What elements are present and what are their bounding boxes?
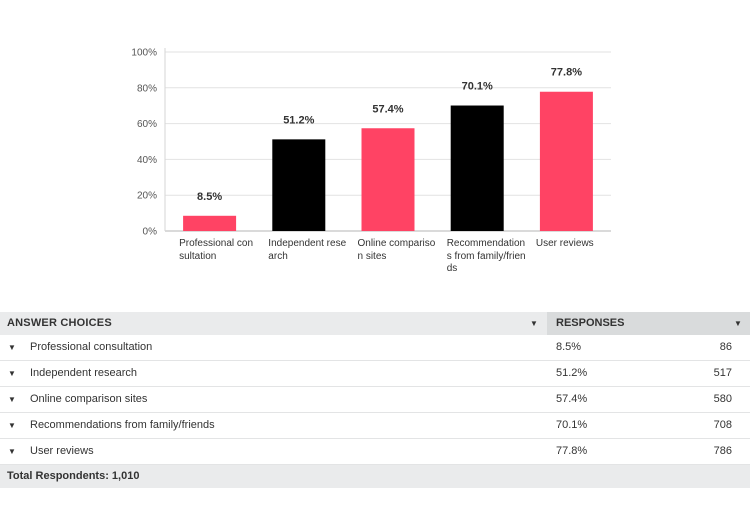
- row-choice: Recommendations from family/friends: [30, 419, 215, 431]
- row-percent: 8.5%: [556, 341, 582, 353]
- responses-header-bg: [547, 312, 750, 335]
- row-percent: 77.8%: [556, 445, 588, 457]
- responses-header[interactable]: RESPONSES: [556, 317, 625, 329]
- row-choice: User reviews: [30, 445, 94, 457]
- data-label: 77.8%: [551, 67, 582, 79]
- bar: [272, 139, 326, 231]
- row-count: 517: [713, 367, 732, 379]
- row-percent: 51.2%: [556, 367, 588, 379]
- chevron-down-icon[interactable]: ▼: [734, 319, 742, 328]
- table-header: ANSWER CHOICES ▼ RESPONSES ▼: [0, 312, 750, 335]
- x-tick-label: Online comparison sites: [357, 238, 436, 262]
- bar-chart: 0% 20% 40% 60% 80% 100% 8.5% 51.2% 57.4% 70.1% 77.…: [131, 48, 611, 238]
- x-tick-label: Independent research: [268, 238, 347, 262]
- row-choice: Professional consultation: [30, 341, 153, 353]
- table-row: ▼ Independent research 51.2% 517: [0, 361, 750, 387]
- y-tick-label: 60%: [137, 119, 157, 130]
- table-row: ▼ Recommendations from family/friends 70…: [0, 413, 750, 439]
- table-row: ▼ Online comparison sites 57.4% 580: [0, 387, 750, 413]
- chevron-down-icon[interactable]: ▼: [8, 369, 16, 378]
- row-count: 580: [713, 393, 732, 405]
- x-tick-label: Recommendations from family/friends: [446, 238, 526, 274]
- row-choice: Online comparison sites: [30, 393, 148, 405]
- x-tick-label: Professional consultation: [179, 238, 254, 262]
- data-label: 51.2%: [283, 114, 314, 126]
- table-row: ▼ User reviews 77.8% 786: [0, 439, 750, 465]
- results-table: ANSWER CHOICES ▼ RESPONSES ▼ ▼ Professio…: [0, 312, 750, 488]
- row-count: 786: [713, 445, 732, 457]
- bar: [539, 91, 593, 231]
- y-tick-label: 80%: [137, 83, 157, 94]
- y-tick-label: 20%: [137, 191, 157, 202]
- chevron-down-icon[interactable]: ▼: [8, 421, 16, 430]
- y-tick-label: 0%: [143, 227, 158, 238]
- total-respondents: Total Respondents: 1,010: [7, 470, 140, 482]
- table-footer: Total Respondents: 1,010: [0, 465, 750, 488]
- y-tick-label: 100%: [131, 48, 157, 59]
- row-percent: 57.4%: [556, 393, 588, 405]
- chevron-down-icon[interactable]: ▼: [8, 395, 16, 404]
- row-choice: Independent research: [30, 367, 138, 379]
- data-label: 70.1%: [462, 81, 493, 93]
- x-tick-label: User reviews: [535, 238, 594, 249]
- table-row: ▼ Professional consultation 8.5% 86: [0, 335, 750, 361]
- row-count: 86: [719, 341, 732, 353]
- bar: [361, 128, 415, 231]
- chevron-down-icon[interactable]: ▼: [530, 319, 538, 328]
- data-label: 57.4%: [372, 103, 403, 115]
- data-label: 8.5%: [197, 191, 222, 203]
- answer-choices-header[interactable]: ANSWER CHOICES: [7, 317, 112, 329]
- bar: [183, 215, 237, 231]
- chevron-down-icon[interactable]: ▼: [8, 447, 16, 456]
- chevron-down-icon[interactable]: ▼: [8, 343, 16, 352]
- bar: [450, 105, 504, 231]
- row-count: 708: [713, 419, 732, 431]
- row-percent: 70.1%: [556, 419, 588, 431]
- y-tick-label: 40%: [137, 155, 157, 166]
